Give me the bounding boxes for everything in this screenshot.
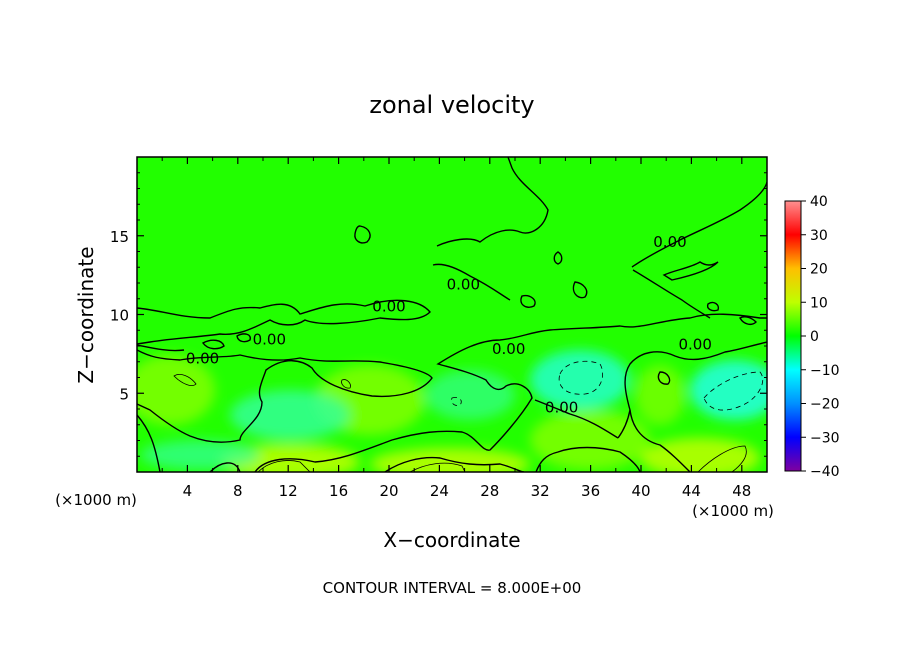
negative-anomaly-region	[140, 440, 260, 470]
colorbar-tick-label: 40	[810, 194, 828, 210]
colorbar-tick-label: −20	[810, 397, 840, 413]
colorbar-tick-label: 10	[810, 295, 828, 311]
y-axis: 5 10 15	[110, 172, 767, 457]
x-unit-right: (×1000 m)	[692, 502, 774, 520]
x-tick-label: 48	[732, 482, 751, 500]
contour-label: 0.00	[372, 298, 405, 316]
colorbar	[784, 200, 802, 472]
x-tick-label: 36	[581, 482, 600, 500]
x-axis: 4 8 12 16 20 24 28 32 36 40 44 48	[161, 157, 751, 500]
x-tick-label: 12	[279, 482, 298, 500]
y-tick-label: 15	[110, 228, 129, 246]
x-tick-label: 24	[430, 482, 449, 500]
positive-anomaly-region	[370, 448, 530, 472]
contour-label: 0.00	[653, 233, 686, 251]
y-tick-label: 5	[119, 385, 129, 403]
negative-anomaly-region	[690, 360, 767, 420]
colorbar-tick-label: −10	[810, 363, 840, 379]
contour-interval-note: CONTOUR INTERVAL = 8.000E+00	[323, 579, 582, 597]
x-tick-label: 4	[183, 482, 193, 500]
positive-anomaly-region	[635, 365, 685, 425]
colorbar-tick-label: 0	[810, 329, 819, 345]
x-tick-label: 20	[379, 482, 398, 500]
positive-contours	[173, 374, 747, 472]
negative-anomaly-region	[530, 350, 630, 410]
negative-anomaly-region	[425, 370, 515, 420]
x-axis-label: X−coordinate	[383, 528, 520, 552]
colorbar-ticks: 40 30 20 10 0 −10 −20 −30 −40	[801, 194, 840, 480]
contour-label: 0.00	[186, 350, 219, 368]
contour-label: 0.00	[447, 276, 480, 294]
negative-anomaly-region	[230, 390, 350, 440]
y-tick-label: 10	[110, 307, 129, 325]
x-tick-label: 8	[233, 482, 243, 500]
x-tick-label: 16	[329, 482, 348, 500]
chart-title: zonal velocity	[369, 91, 534, 119]
x-tick-label: 28	[480, 482, 499, 500]
colorbar-tick-label: 30	[810, 228, 828, 244]
contour-labels: 0.00 0.00 0.00 0.00 0.00 0.00 0.00 0.00	[186, 233, 712, 416]
x-unit-left: (×1000 m)	[55, 491, 137, 509]
positive-anomaly-region	[640, 438, 760, 472]
contour-label: 0.00	[492, 340, 525, 358]
positive-anomaly-region	[530, 410, 650, 470]
colorbar-tick-label: 20	[810, 262, 828, 278]
positive-anomaly-region	[137, 355, 215, 425]
colorbar-tick-label: −30	[810, 430, 840, 446]
x-tick-label: 44	[682, 482, 701, 500]
contour-label: 0.00	[545, 398, 578, 416]
zero-contours	[137, 157, 767, 472]
contour-label: 0.00	[253, 331, 286, 349]
x-tick-label: 40	[631, 482, 650, 500]
negative-contours	[451, 360, 764, 411]
contour-label: 0.00	[678, 335, 711, 353]
colorbar-tick-label: −40	[810, 464, 840, 480]
x-tick-label: 32	[531, 482, 550, 500]
heatmap-field	[137, 157, 767, 472]
y-axis-label: Z−coordinate	[74, 246, 98, 383]
